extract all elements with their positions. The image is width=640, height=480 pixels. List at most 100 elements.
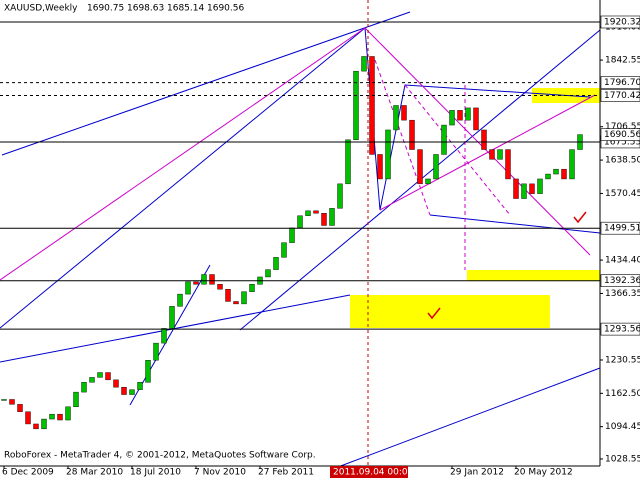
candle <box>377 154 383 180</box>
target-zone <box>350 295 550 328</box>
bid-label: 1690.56 <box>604 130 640 140</box>
candle <box>281 242 287 258</box>
candle <box>97 372 103 378</box>
candle <box>449 110 455 126</box>
trend-line <box>329 367 601 471</box>
y-tick-label: 1842.55 <box>605 56 640 66</box>
price-level-label: 1499.51 <box>604 224 640 234</box>
price-level-label: 1770.42 <box>604 91 640 101</box>
candle <box>345 139 351 185</box>
candle <box>393 105 399 131</box>
candle <box>481 129 487 150</box>
price-level-box <box>600 89 640 102</box>
y-tick-label: 1230.55 <box>605 355 640 365</box>
candle <box>289 227 295 243</box>
candle <box>537 178 543 194</box>
y-tick-label: 1434.40 <box>605 256 640 266</box>
x-tick-label: 7 Nov 2010 <box>194 468 246 478</box>
price-level-label: 1796.70 <box>604 78 640 88</box>
candle <box>65 406 71 421</box>
candle <box>145 360 151 383</box>
candle <box>137 382 143 390</box>
candle <box>329 208 335 226</box>
price-level-box <box>600 221 640 235</box>
candle <box>441 124 447 155</box>
high: 1698.63 <box>127 4 164 14</box>
bid-box <box>600 128 640 141</box>
price-level-label: 1392.36 <box>604 276 640 286</box>
y-tick-label: 1162.50 <box>605 389 640 399</box>
candle <box>321 213 327 226</box>
candle <box>33 423 39 430</box>
footer: RoboForex - MetaTrader 4, © 2001-2012, M… <box>4 451 316 461</box>
candle <box>273 257 279 270</box>
candle <box>201 274 207 285</box>
price-level-box <box>600 322 640 336</box>
candle <box>513 178 519 199</box>
x-tick-label: 6 Dec 2009 <box>2 468 54 478</box>
candle <box>41 418 47 430</box>
price-level-box <box>600 15 640 29</box>
price-level-box <box>600 274 640 287</box>
y-tick-label: 1706.55 <box>605 122 640 132</box>
cursor-label-box <box>330 466 408 478</box>
candle <box>529 183 535 194</box>
x-tick-label: 29 Jan 2012 <box>450 468 504 478</box>
x-tick-label: 20 May 2012 <box>514 468 573 478</box>
y-tick-label: 1638.50 <box>605 156 640 166</box>
candle <box>241 291 247 305</box>
candle <box>17 404 23 412</box>
candle <box>521 183 527 199</box>
candle <box>505 149 511 180</box>
candle <box>233 301 239 305</box>
candle <box>433 154 439 180</box>
candle <box>57 413 63 421</box>
candle <box>313 210 319 214</box>
price-level-label: 1293.56 <box>604 325 640 335</box>
candle <box>177 293 183 307</box>
candle <box>49 413 55 420</box>
candle <box>89 377 95 383</box>
price-level-box <box>600 76 640 89</box>
y-tick-label: 1570.45 <box>605 189 640 199</box>
candle <box>169 306 175 329</box>
candle <box>209 274 215 285</box>
price-level-label: 1675.53 <box>604 137 640 147</box>
trend-line <box>129 264 211 406</box>
trend-line <box>0 294 351 363</box>
candle <box>361 56 367 72</box>
close: 1690.56 <box>207 4 244 14</box>
candle <box>409 119 415 150</box>
candle <box>497 149 503 160</box>
candle <box>369 56 375 155</box>
candle <box>489 149 495 160</box>
candle <box>73 391 79 408</box>
candle <box>161 328 167 344</box>
target-zone <box>467 270 600 281</box>
candle <box>297 215 303 229</box>
trend-line <box>429 214 601 234</box>
candle <box>545 173 551 180</box>
low: 1685.14 <box>167 4 204 14</box>
candle <box>193 281 199 285</box>
candle <box>217 284 223 290</box>
symbol: XAUUSD,Weekly <box>4 4 78 14</box>
x-tick-label: 27 Feb 2011 <box>258 468 314 478</box>
y-tick-label: 1366.35 <box>605 289 640 299</box>
candle <box>9 399 15 405</box>
candle <box>417 149 423 185</box>
candle <box>129 389 135 395</box>
candle <box>425 178 431 185</box>
check-mark <box>427 307 441 320</box>
trend-line <box>0 27 366 281</box>
candle <box>81 382 87 393</box>
candle <box>1 399 7 401</box>
candle <box>305 210 311 216</box>
candle <box>385 129 391 180</box>
candle <box>113 379 119 388</box>
candle <box>153 342 159 361</box>
trend-line <box>0 27 366 329</box>
trend-line <box>1 11 411 156</box>
